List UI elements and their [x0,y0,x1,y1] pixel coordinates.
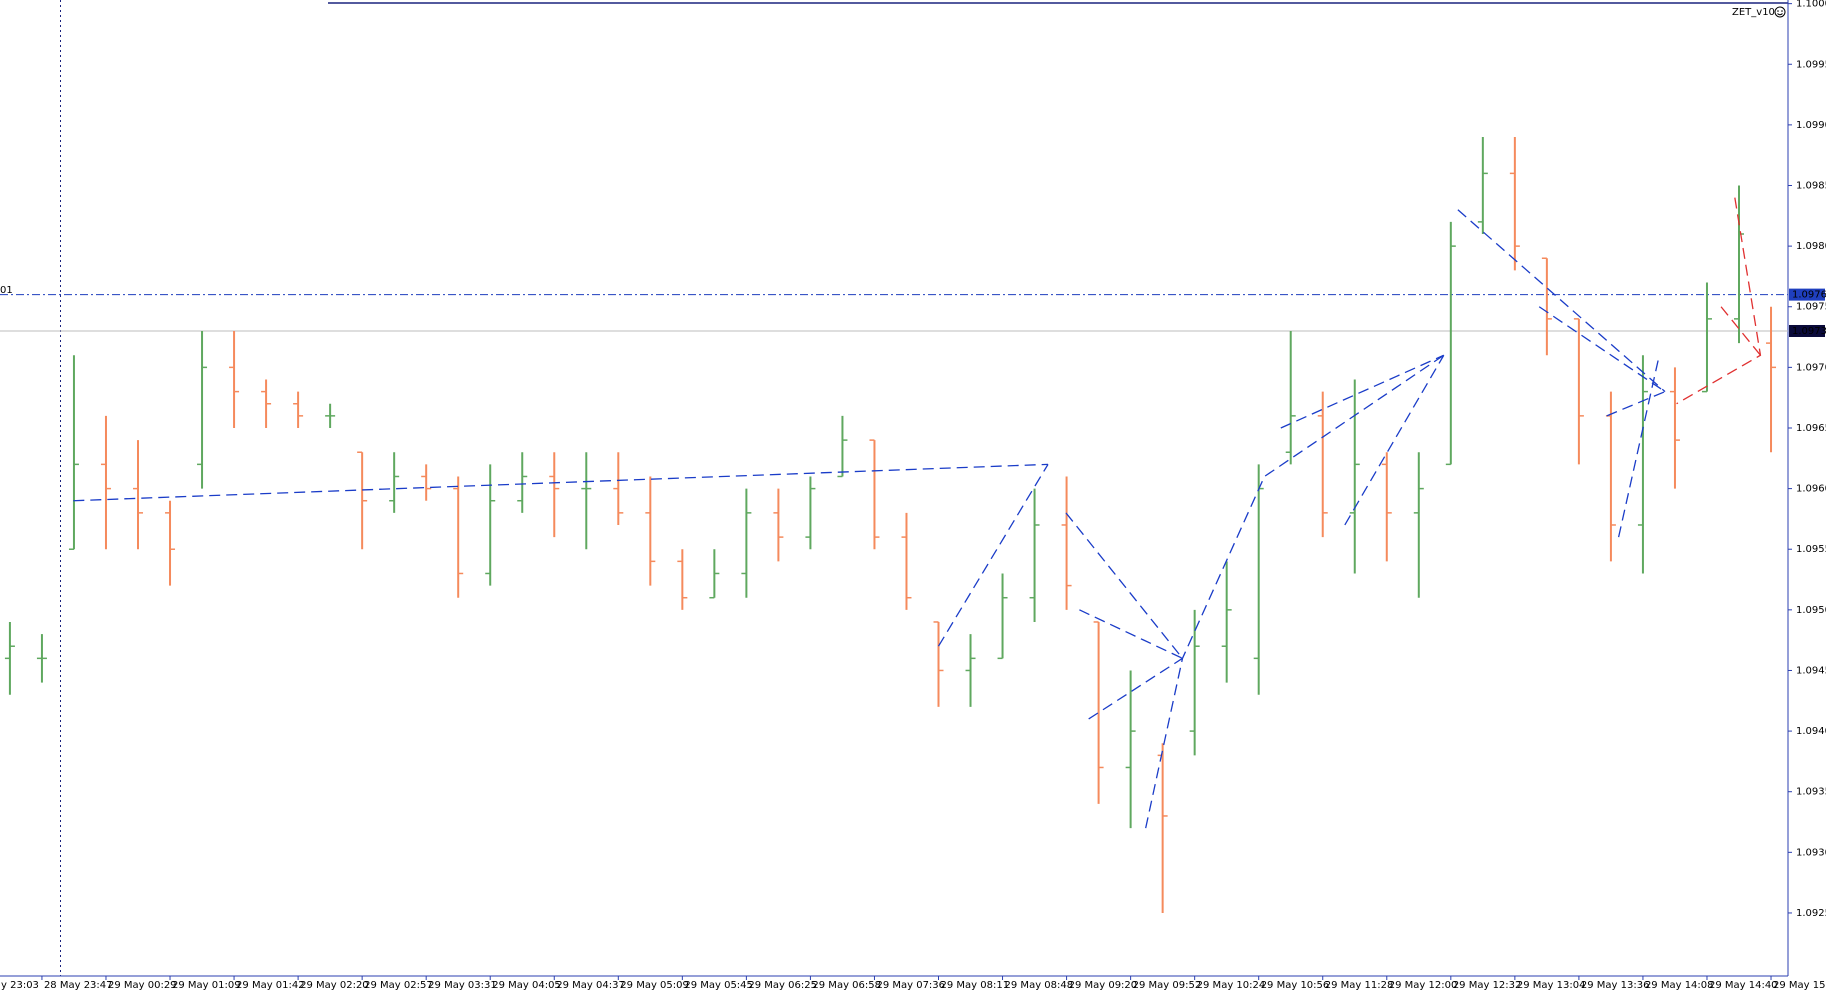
x-tick-label: 29 May 10:56 [1261,980,1330,991]
x-tick-label: 29 May 06:25 [748,980,817,991]
x-tick-label: 29 May 01:42 [236,980,305,991]
zigzag-line [1720,306,1761,356]
y-tick-label: 1.0990 [1796,120,1826,131]
x-tick-label: 29 May 13:04 [1517,980,1586,991]
y-tick-label: 1.0935 [1796,787,1826,798]
x-tick-label: 29 May 13:36 [1581,980,1650,991]
x-tick-label: 29 May 01:09 [172,980,241,991]
y-tick-label: 1.0995 [1796,59,1826,70]
x-tick-label: 29 May 08:48 [1005,980,1074,991]
y-tick-label: 1.0945 [1796,665,1826,676]
zigzag-line [1457,209,1666,393]
y-tick-label: 1.0965 [1796,423,1826,434]
zigzag-line [1606,391,1666,417]
zigzag-line [73,463,1049,502]
indicator-label: ZET_v10 [1732,7,1775,18]
zigzag-line [1538,306,1666,393]
x-tick-label: 28 May 23:47 [44,980,113,991]
zigzag-line [1676,197,1762,405]
zigzag-line [937,464,1049,647]
y-tick-label: 1.0980 [1796,241,1826,252]
x-tick-label: 29 May 02:20 [300,980,369,991]
y-tick-label: 1.0960 [1796,484,1826,495]
x-tick-label: 29 May 08:11 [941,980,1010,991]
x-tick-label: 29 May 09:52 [1133,980,1202,991]
x-tick-label: 29 May 05:45 [684,980,753,991]
y-tick-label: 1.0975 [1796,302,1826,313]
zigzag-line [1088,657,1183,720]
x-tick-label: 29 May 06:58 [812,980,881,991]
x-tick-label: 29 May 04:05 [492,980,561,991]
x-tick-label: 29 May 15:12 [1773,980,1826,991]
y-tick-label: 1.0925 [1796,908,1826,919]
y-tick-label: 1.0950 [1796,605,1826,616]
x-tick-label: 29 May 14:08 [1645,980,1714,991]
y-tick-label: 1.0970 [1796,362,1826,373]
x-tick-label: 29 May 05:09 [620,980,689,991]
level-text: 01 [0,285,13,296]
x-tick-label: y 23:03 [1,980,39,991]
x-tick-label: 29 May 02:57 [364,980,433,991]
x-tick-label: 29 May 12:32 [1453,980,1522,991]
zigzag-line [1079,609,1183,659]
zigzag-line [1280,354,1445,429]
x-tick-label: 29 May 12:00 [1389,980,1458,991]
price-label-box [1789,288,1825,301]
zigzag-line [1617,355,1660,538]
x-tick-label: 29 May 00:29 [108,980,177,991]
zigzag-line [1065,512,1183,659]
x-tick-label: 29 May 10:24 [1197,980,1266,991]
x-tick-label: 29 May 14:40 [1709,980,1778,991]
y-tick-label: 1.0930 [1796,847,1826,858]
price-label-box [1789,324,1825,337]
y-tick-label: 1.1000 [1796,0,1826,10]
y-tick-label: 1.0955 [1796,544,1826,555]
price-label: 1.0976 [1792,290,1826,301]
x-tick-label: 29 May 07:36 [876,980,945,991]
x-tick-label: 29 May 03:31 [428,980,497,991]
zigzag-line [1344,354,1445,526]
zigzag-line [1145,354,1445,829]
x-tick-label: 29 May 09:20 [1069,980,1138,991]
x-tick-label: 29 May 04:37 [556,980,625,991]
y-tick-label: 1.0940 [1796,726,1826,737]
y-tick-label: 1.0985 [1796,181,1826,192]
price-label: 1.0973 [1792,326,1826,337]
x-tick-label: 29 May 11:28 [1325,980,1394,991]
smiley-icon [1774,6,1786,18]
